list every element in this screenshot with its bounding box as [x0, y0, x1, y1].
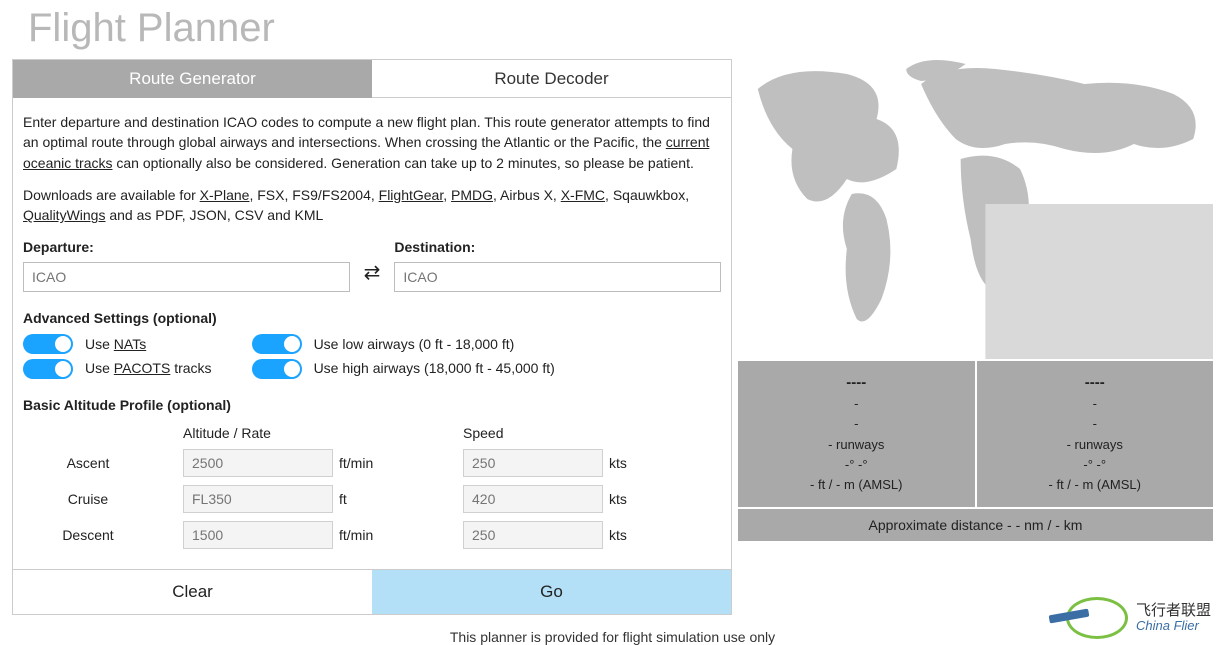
watermark-icon — [1066, 597, 1128, 639]
footer-text: This planner is provided for flight simu… — [0, 629, 1225, 645]
toggle-high-airways[interactable] — [252, 359, 302, 379]
row-ascent-label: Ascent — [23, 453, 183, 473]
descent-rate-input[interactable] — [183, 521, 333, 549]
toggle-high-label: Use high airways (18,000 ft - 45,000 ft) — [314, 358, 555, 378]
ascent-rate-input[interactable] — [183, 449, 333, 477]
departure-label: Departure: — [23, 237, 350, 257]
dest-runways: - runways — [981, 435, 1210, 455]
watermark-en: China Flier — [1136, 619, 1211, 633]
ascent-rate-unit: ft/min — [333, 453, 403, 473]
nats-link[interactable]: NATs — [114, 336, 146, 352]
intro-text: Enter departure and destination ICAO cod… — [23, 114, 710, 150]
xfmc-link[interactable]: X-FMC — [561, 187, 605, 203]
cruise-speed-input[interactable] — [463, 485, 603, 513]
world-map-svg — [738, 59, 1213, 359]
intro-text: and as PDF, JSON, CSV and KML — [105, 207, 323, 223]
pacots-link[interactable]: PACOTS — [114, 360, 171, 376]
flightgear-link[interactable]: FlightGear — [379, 187, 444, 203]
dep-name: - — [742, 394, 971, 414]
toggle-low-airways[interactable] — [252, 334, 302, 354]
toggle-nats[interactable] — [23, 334, 73, 354]
col-altitude: Altitude / Rate — [183, 423, 333, 443]
qualitywings-link[interactable]: QualityWings — [23, 207, 105, 223]
left-panel: Route Generator Route Decoder Enter depa… — [12, 59, 732, 615]
tab-route-generator[interactable]: Route Generator — [13, 60, 372, 98]
cruise-alt-unit: ft — [333, 489, 403, 509]
intro-text: , FSX, FS9/FS2004, — [249, 187, 378, 203]
intro-text: , Airbus X, — [493, 187, 561, 203]
toggle-pacots-label: Use PACOTS tracks — [85, 358, 212, 378]
dep-coords: -° -° — [742, 455, 971, 475]
intro-text: Downloads are available for — [23, 187, 200, 203]
advanced-heading: Advanced Settings (optional) — [23, 308, 721, 328]
row-cruise-label: Cruise — [23, 489, 183, 509]
departure-info: ---- - - - runways -° -° - ft / - m (AMS… — [738, 361, 975, 507]
watermark-cn: 飞行者联盟 — [1136, 603, 1211, 620]
tab-route-decoder[interactable]: Route Decoder — [372, 60, 731, 98]
dep-code: ---- — [742, 371, 971, 394]
intro-text: , — [443, 187, 451, 203]
destination-label: Destination: — [394, 237, 721, 257]
distance-box: Approximate distance - - nm / - km — [738, 509, 1213, 541]
destination-info: ---- - - - runways -° -° - ft / - m (AMS… — [977, 361, 1214, 507]
watermark: 飞行者联盟 China Flier — [1066, 597, 1211, 639]
toggle-pacots[interactable] — [23, 359, 73, 379]
dep-elev: - ft / - m (AMSL) — [742, 475, 971, 495]
descent-rate-unit: ft/min — [333, 525, 403, 545]
xplane-link[interactable]: X-Plane — [200, 187, 250, 203]
dep-runways: - runways — [742, 435, 971, 455]
dep-country: - — [742, 414, 971, 434]
dest-elev: - ft / - m (AMSL) — [981, 475, 1210, 495]
col-speed: Speed — [463, 423, 603, 443]
swap-icon[interactable]: ⇄ — [364, 241, 381, 288]
intro-paragraph-1: Enter departure and destination ICAO cod… — [23, 112, 721, 173]
cruise-speed-unit: kts — [603, 489, 653, 509]
profile-heading: Basic Altitude Profile (optional) — [23, 395, 721, 415]
toggle-nats-label: Use NATs — [85, 334, 146, 354]
toggle-low-label: Use low airways (0 ft - 18,000 ft) — [314, 334, 515, 354]
world-map[interactable] — [738, 59, 1213, 359]
dest-name: - — [981, 394, 1210, 414]
dest-coords: -° -° — [981, 455, 1210, 475]
descent-speed-unit: kts — [603, 525, 653, 545]
intro-text: can optionally also be considered. Gener… — [112, 155, 693, 171]
row-descent-label: Descent — [23, 525, 183, 545]
page-title: Flight Planner — [0, 0, 1225, 59]
go-button[interactable]: Go — [372, 570, 731, 614]
departure-input[interactable] — [23, 262, 350, 292]
destination-input[interactable] — [394, 262, 721, 292]
cruise-alt-input[interactable] — [183, 485, 333, 513]
ascent-speed-unit: kts — [603, 453, 653, 473]
ascent-speed-input[interactable] — [463, 449, 603, 477]
pmdg-link[interactable]: PMDG — [451, 187, 493, 203]
dest-code: ---- — [981, 371, 1210, 394]
dest-country: - — [981, 414, 1210, 434]
clear-button[interactable]: Clear — [13, 570, 372, 614]
intro-text: , Sqauwkbox, — [605, 187, 689, 203]
descent-speed-input[interactable] — [463, 521, 603, 549]
intro-paragraph-2: Downloads are available for X-Plane, FSX… — [23, 185, 721, 226]
